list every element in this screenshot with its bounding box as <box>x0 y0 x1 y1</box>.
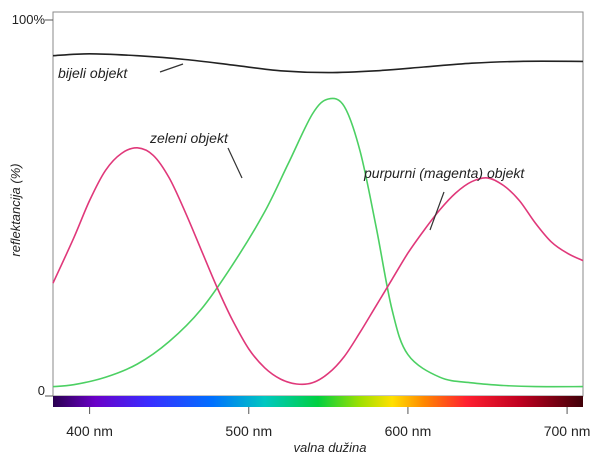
annotation-bijeli: bijeli objekt <box>58 65 128 81</box>
y-axis-label: reflektancija (%) <box>8 163 23 256</box>
series-line-purpurni <box>52 146 584 386</box>
plot-frame <box>52 11 584 397</box>
series-lines <box>52 53 584 388</box>
annotation-zeleni: zeleni objekt <box>149 130 229 146</box>
y-axis-ticks: 100% 0 <box>12 12 53 398</box>
annotation-purpurni: purpurni (magenta) objekt <box>363 165 525 181</box>
x-tick-label: 600 nm <box>385 423 432 439</box>
x-tick-label: 500 nm <box>225 423 272 439</box>
annotation-leader <box>429 191 445 231</box>
x-axis-ticks: 400 nm 500 nm 600 nm 700 nm <box>66 407 590 439</box>
x-axis-label: valna dužina <box>294 440 367 455</box>
series-line-zeleni <box>52 97 584 388</box>
annotation-leader <box>227 147 243 179</box>
y-tick-label: 100% <box>12 12 46 27</box>
x-tick-label: 700 nm <box>544 423 591 439</box>
annotation-leader <box>159 63 184 73</box>
y-tick-label: 0 <box>38 383 45 398</box>
x-tick-label: 400 nm <box>66 423 113 439</box>
series-line-bijeli <box>52 53 584 74</box>
spectrum-bar <box>53 396 583 407</box>
annotation-leaders <box>159 63 445 231</box>
